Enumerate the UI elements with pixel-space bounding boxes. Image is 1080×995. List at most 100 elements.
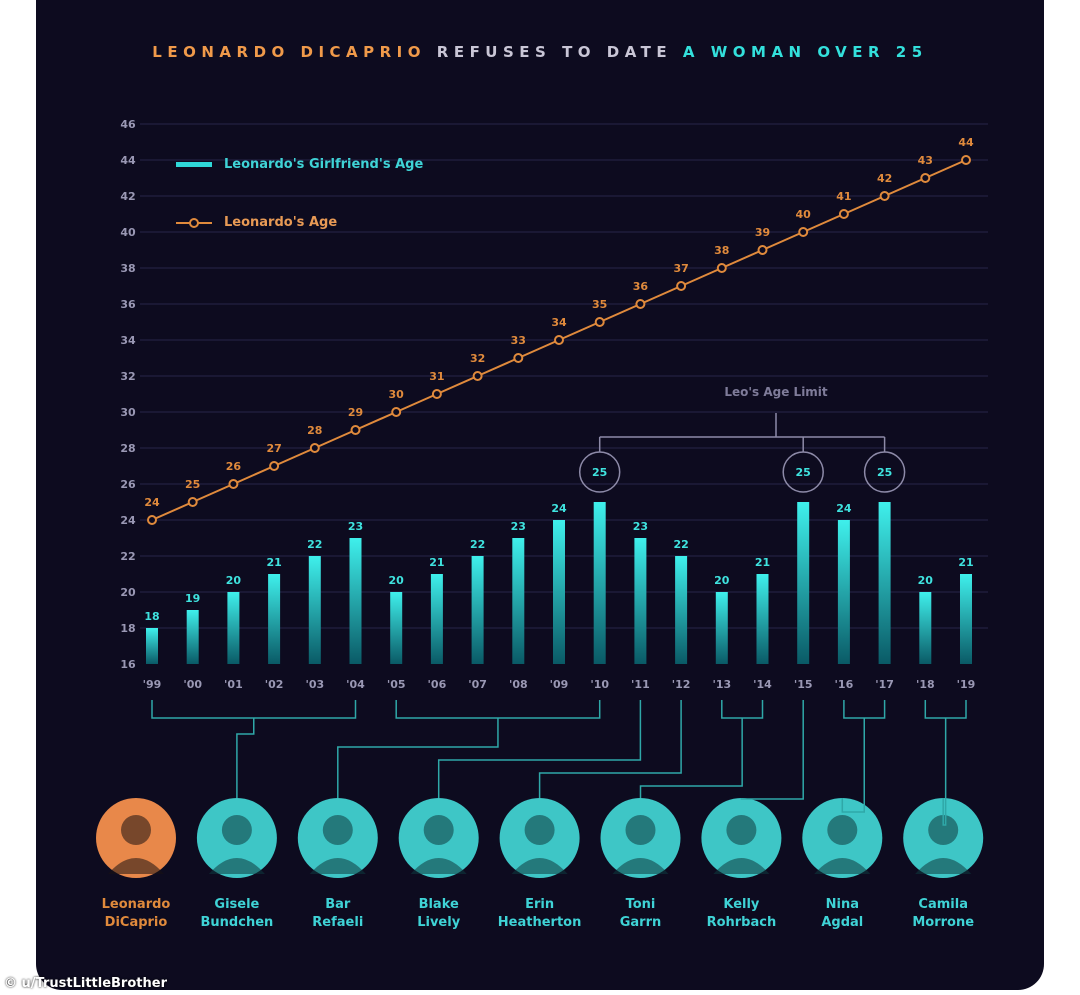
leo-age-point [147,515,157,525]
x-tick-label: '08 [509,678,528,691]
y-tick-label: 16 [120,658,136,671]
leo-age-label: 40 [796,208,812,221]
bar-value-label: 21 [266,556,281,569]
bar-value-label: 20 [226,574,242,587]
girlfriend-bracket [395,700,601,719]
avatar-body [208,858,265,874]
leo-age-label: 32 [470,352,485,365]
y-tick-label: 44 [120,154,136,167]
person-last-name: Agdal [821,915,863,930]
leo-age-label: 31 [429,370,444,383]
bar [675,556,688,664]
girlfriend-connector [639,718,743,798]
avatar-head [726,815,757,845]
chart-title: LEONARDO DICAPRIO REFUSES TO DATE A WOMA… [36,43,1044,61]
avatar-body [915,858,972,874]
leo-age-point [635,299,646,309]
girlfriend-bracket [151,700,357,719]
bar [553,520,565,664]
x-tick-label: '04 [346,678,365,691]
person-first-name: Leonardo [102,897,171,912]
avatar-body [814,858,871,874]
person-first-name: Toni [626,897,656,912]
leo-age-label: 35 [592,298,607,311]
bar [308,556,321,664]
person-last-name: Morrone [912,915,974,930]
x-tick-label: '14 [753,678,772,691]
leo-age-label: 37 [673,262,688,275]
leo-age-label: 39 [755,226,770,239]
x-tick-label: '00 [183,678,202,691]
bar-value-label: 22 [470,538,485,551]
x-tick-label: '05 [387,678,406,691]
age-limit-label: Leo's Age Limit [724,385,828,399]
legend-swatch-dot [189,218,199,228]
leo-age-label: 41 [836,190,851,203]
y-tick-label: 20 [120,586,136,599]
title-part-verb: REFUSES TO DATE [436,43,673,61]
bar [268,574,281,664]
y-tick-label: 18 [120,622,135,635]
y-tick-label: 34 [120,334,136,347]
person-first-name: Kelly [723,897,760,912]
bar [797,502,810,664]
y-tick-label: 46 [120,118,136,131]
x-tick-label: '15 [794,678,813,691]
y-tick-label: 26 [120,478,136,491]
bar-value-label: 23 [511,520,526,533]
person-last-name: Garrn [620,915,662,930]
y-tick-label: 38 [120,262,135,275]
bar-value-label: 21 [755,556,770,569]
avatar-head [423,815,454,845]
leo-avatar [96,798,176,878]
girlfriend-avatar [196,798,277,878]
person-first-name: Blake [419,897,459,912]
leo-age-point [920,173,931,183]
leo-age-point [350,425,361,435]
person-first-name: Nina [826,897,859,912]
bar [146,628,158,664]
leo-age-point [961,155,971,165]
leo-age-point [554,335,564,345]
person-last-name: Refaeli [312,915,363,930]
person-last-name: Rohrbach [707,915,777,930]
leo-age-label: 30 [389,388,405,401]
girlfriend-bracket [924,700,967,719]
x-tick-label: '02 [265,678,284,691]
bar [471,556,484,664]
x-tick-label: '01 [224,678,243,691]
bar-value-label: 24 [836,502,852,515]
bar [430,574,443,664]
bar-value-label: 22 [673,538,688,551]
y-tick-label: 32 [120,370,135,383]
girlfriend-connector [942,718,947,826]
girlfriend-avatar [600,798,681,878]
bar-value-label: 20 [714,574,730,587]
bar-value-label: 18 [144,610,159,623]
leo-age-point [309,443,320,453]
bar-value-label: 25 [877,466,892,479]
avatar-body [108,858,164,874]
person-last-name: Bundchen [201,915,274,930]
y-tick-label: 28 [120,442,135,455]
avatar-head [524,815,555,845]
person-first-name: Gisele [214,897,259,912]
bar [837,520,850,664]
leo-age-label: 25 [185,478,200,491]
bar [878,502,891,664]
person-last-name: Lively [417,915,460,930]
leo-age-point [472,371,483,381]
girlfriend-bracket [721,700,764,719]
leo-age-point [187,497,198,507]
x-tick-label: '17 [875,678,894,691]
girlfriend-bracket [843,700,886,719]
leo-age-label: 27 [266,442,281,455]
person-last-name: DiCaprio [105,915,168,930]
leo-age-point [594,317,605,327]
girlfriend-avatar [903,798,984,878]
bar-value-label: 23 [633,520,648,533]
girlfriend-avatar [499,798,580,878]
bar-value-label: 23 [348,520,363,533]
x-tick-label: '12 [672,678,691,691]
leo-age-point [716,263,727,273]
